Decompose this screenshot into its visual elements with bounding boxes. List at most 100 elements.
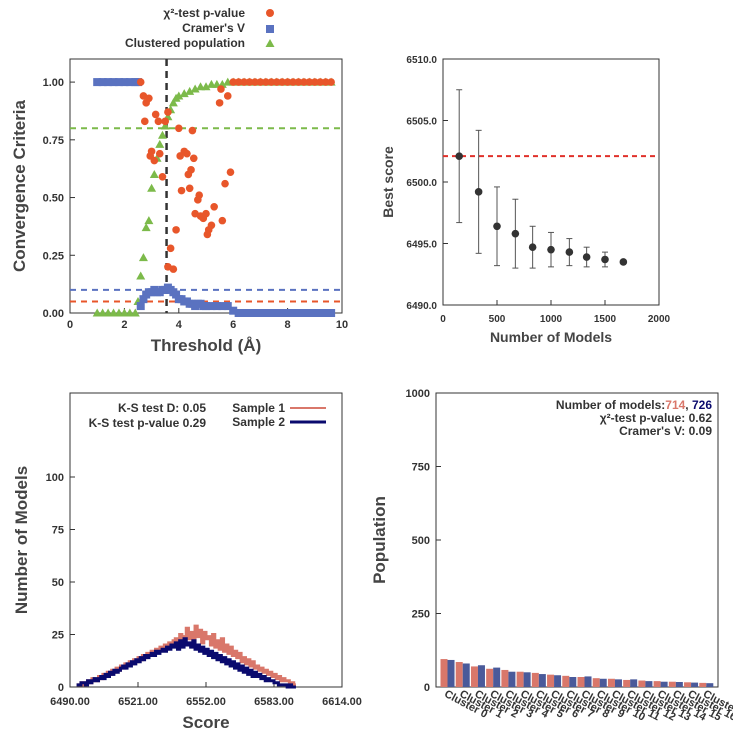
pvalue-point — [256, 78, 265, 86]
cramers-v-point — [172, 290, 181, 299]
clustered-population-point — [190, 84, 200, 93]
pvalue-point — [217, 85, 225, 93]
pvalue-point — [221, 179, 229, 188]
cramers-v-point — [229, 306, 238, 315]
score-histogram-legend: Sample 1 Sample 2 — [232, 401, 326, 429]
cramers-v-point — [234, 309, 243, 317]
cramers-v-point — [261, 309, 270, 317]
best-score-y-tick-label: 6495.0 — [406, 240, 437, 251]
legend-label-sample-1: Sample 1 — [232, 401, 285, 415]
cramers-v-point — [256, 309, 265, 317]
clustered-population-point — [149, 169, 159, 178]
clustered-population-point — [201, 82, 211, 91]
pvalue-point — [223, 92, 232, 100]
score-histogram-ticks: 6490.00 6521.00 6552.00 6583.00 6614.00 0 25 50… — [46, 472, 362, 708]
legend-label-sample-2: Sample 2 — [232, 415, 285, 429]
population-bar-sample-1 — [684, 682, 692, 687]
clustered-population-point — [179, 89, 189, 98]
clustered-population-point — [136, 271, 146, 280]
population-bar-sample-1 — [547, 674, 555, 687]
convergence-y-tick-label: 0.50 — [43, 193, 64, 205]
population-bar-sample-2 — [660, 681, 668, 687]
pvalue-point — [154, 117, 163, 126]
clustered-population-point — [138, 253, 148, 262]
population-bar-sample-1 — [653, 681, 661, 687]
score-x-tick-label: 6583.00 — [254, 696, 294, 708]
legend-label-clustered: Clustered population — [125, 36, 245, 50]
population-bar-sample-2 — [493, 667, 501, 687]
convergence-y-tick-label: 1.00 — [43, 77, 64, 89]
population-bar-sample-2 — [538, 674, 546, 687]
best-score-x-tick-label: 0 — [440, 314, 446, 325]
population-bar-sample-2 — [691, 682, 699, 687]
pvalue-point — [289, 78, 297, 86]
population-bar-sample-2 — [614, 679, 622, 687]
pvalue-point — [278, 78, 286, 86]
best-score-plot-frame — [442, 58, 660, 306]
convergence-plot-frame — [69, 58, 343, 314]
clustered-population-point — [130, 308, 140, 317]
pvalue-point — [305, 78, 314, 86]
convergence-ticks: 0 2 4 6 8 10 0.00 0.25 0.50 0.75 1.00 — [43, 77, 349, 331]
best-score-point — [474, 188, 483, 196]
best-score-point — [528, 243, 537, 251]
best-score-point — [601, 255, 609, 264]
pvalue-point — [188, 126, 197, 135]
cramers-v-point — [272, 309, 281, 317]
population-bar-sample-1 — [562, 675, 570, 687]
score-x-tick-label: 6552.00 — [186, 696, 226, 708]
sample-2-histogram — [76, 637, 296, 689]
cramers-v-point — [316, 309, 325, 317]
clustered-population-point — [160, 121, 170, 130]
best-score-x-axis-title: Number of Models — [490, 329, 612, 345]
pvalue-point — [177, 186, 186, 195]
best-score-point — [582, 253, 591, 261]
cramers-v-point — [245, 309, 254, 317]
legend-label-pvalue: χ²-test p-value — [163, 6, 245, 20]
cramers-v-point — [250, 309, 259, 317]
convergence-x-tick-label: 10 — [336, 319, 348, 331]
population-bar-sample-2 — [554, 675, 562, 687]
clustered-population-point — [141, 223, 151, 232]
pvalue-point — [151, 110, 160, 119]
pvalue-point — [195, 191, 203, 200]
population-bar-sample-1 — [638, 680, 646, 687]
best-score-point — [547, 245, 555, 254]
population-bar-sample-1 — [440, 659, 448, 687]
best-score-point — [619, 258, 628, 266]
cramers-v-point — [289, 309, 298, 317]
cramers-v-point — [218, 302, 227, 311]
score-x-tick-label: 6490.00 — [50, 696, 90, 708]
population-bar-sample-2 — [462, 663, 470, 687]
population-bar-sample-2 — [569, 677, 577, 687]
pvalue-point — [226, 168, 235, 176]
population-bar-sample-1 — [470, 666, 478, 687]
clustered-population-point — [157, 130, 167, 139]
number-of-models-sample-1: 714 — [665, 398, 685, 412]
cramers-v-point — [240, 309, 249, 317]
population-bar-sample-2 — [630, 679, 638, 687]
pvalue-point — [321, 78, 330, 86]
score-y-tick-label: 25 — [52, 630, 64, 642]
convergence-y-tick-label: 0.00 — [43, 308, 64, 320]
population-bar-sample-2 — [706, 683, 714, 687]
pvalue-point — [210, 202, 218, 211]
cramers-v-point — [125, 78, 134, 87]
ks-test-pvalue-annotation: K-S test p-value 0.29 — [89, 416, 207, 430]
pvalue-point — [272, 78, 281, 86]
pvalue-point — [229, 78, 237, 86]
population-bar-sample-1 — [668, 681, 676, 687]
pvalue-point — [283, 78, 292, 86]
cramers-v-point — [223, 302, 232, 311]
population-bar-sample-2 — [584, 676, 592, 687]
convergence-panel: 0 2 4 6 8 10 0.00 0.25 0.50 0.75 1.00 Threshold (Å… — [10, 6, 348, 355]
pvalue-point — [161, 117, 169, 126]
score-histogram-series — [76, 624, 296, 689]
convergence-legend: χ²-test p-value Cramer's V Clustered pop… — [125, 6, 275, 50]
cramers-v-point — [267, 309, 276, 317]
best-score-x-tick-label: 2000 — [648, 314, 671, 325]
pvalue-point — [183, 149, 191, 158]
clustered-population-point — [155, 139, 165, 148]
